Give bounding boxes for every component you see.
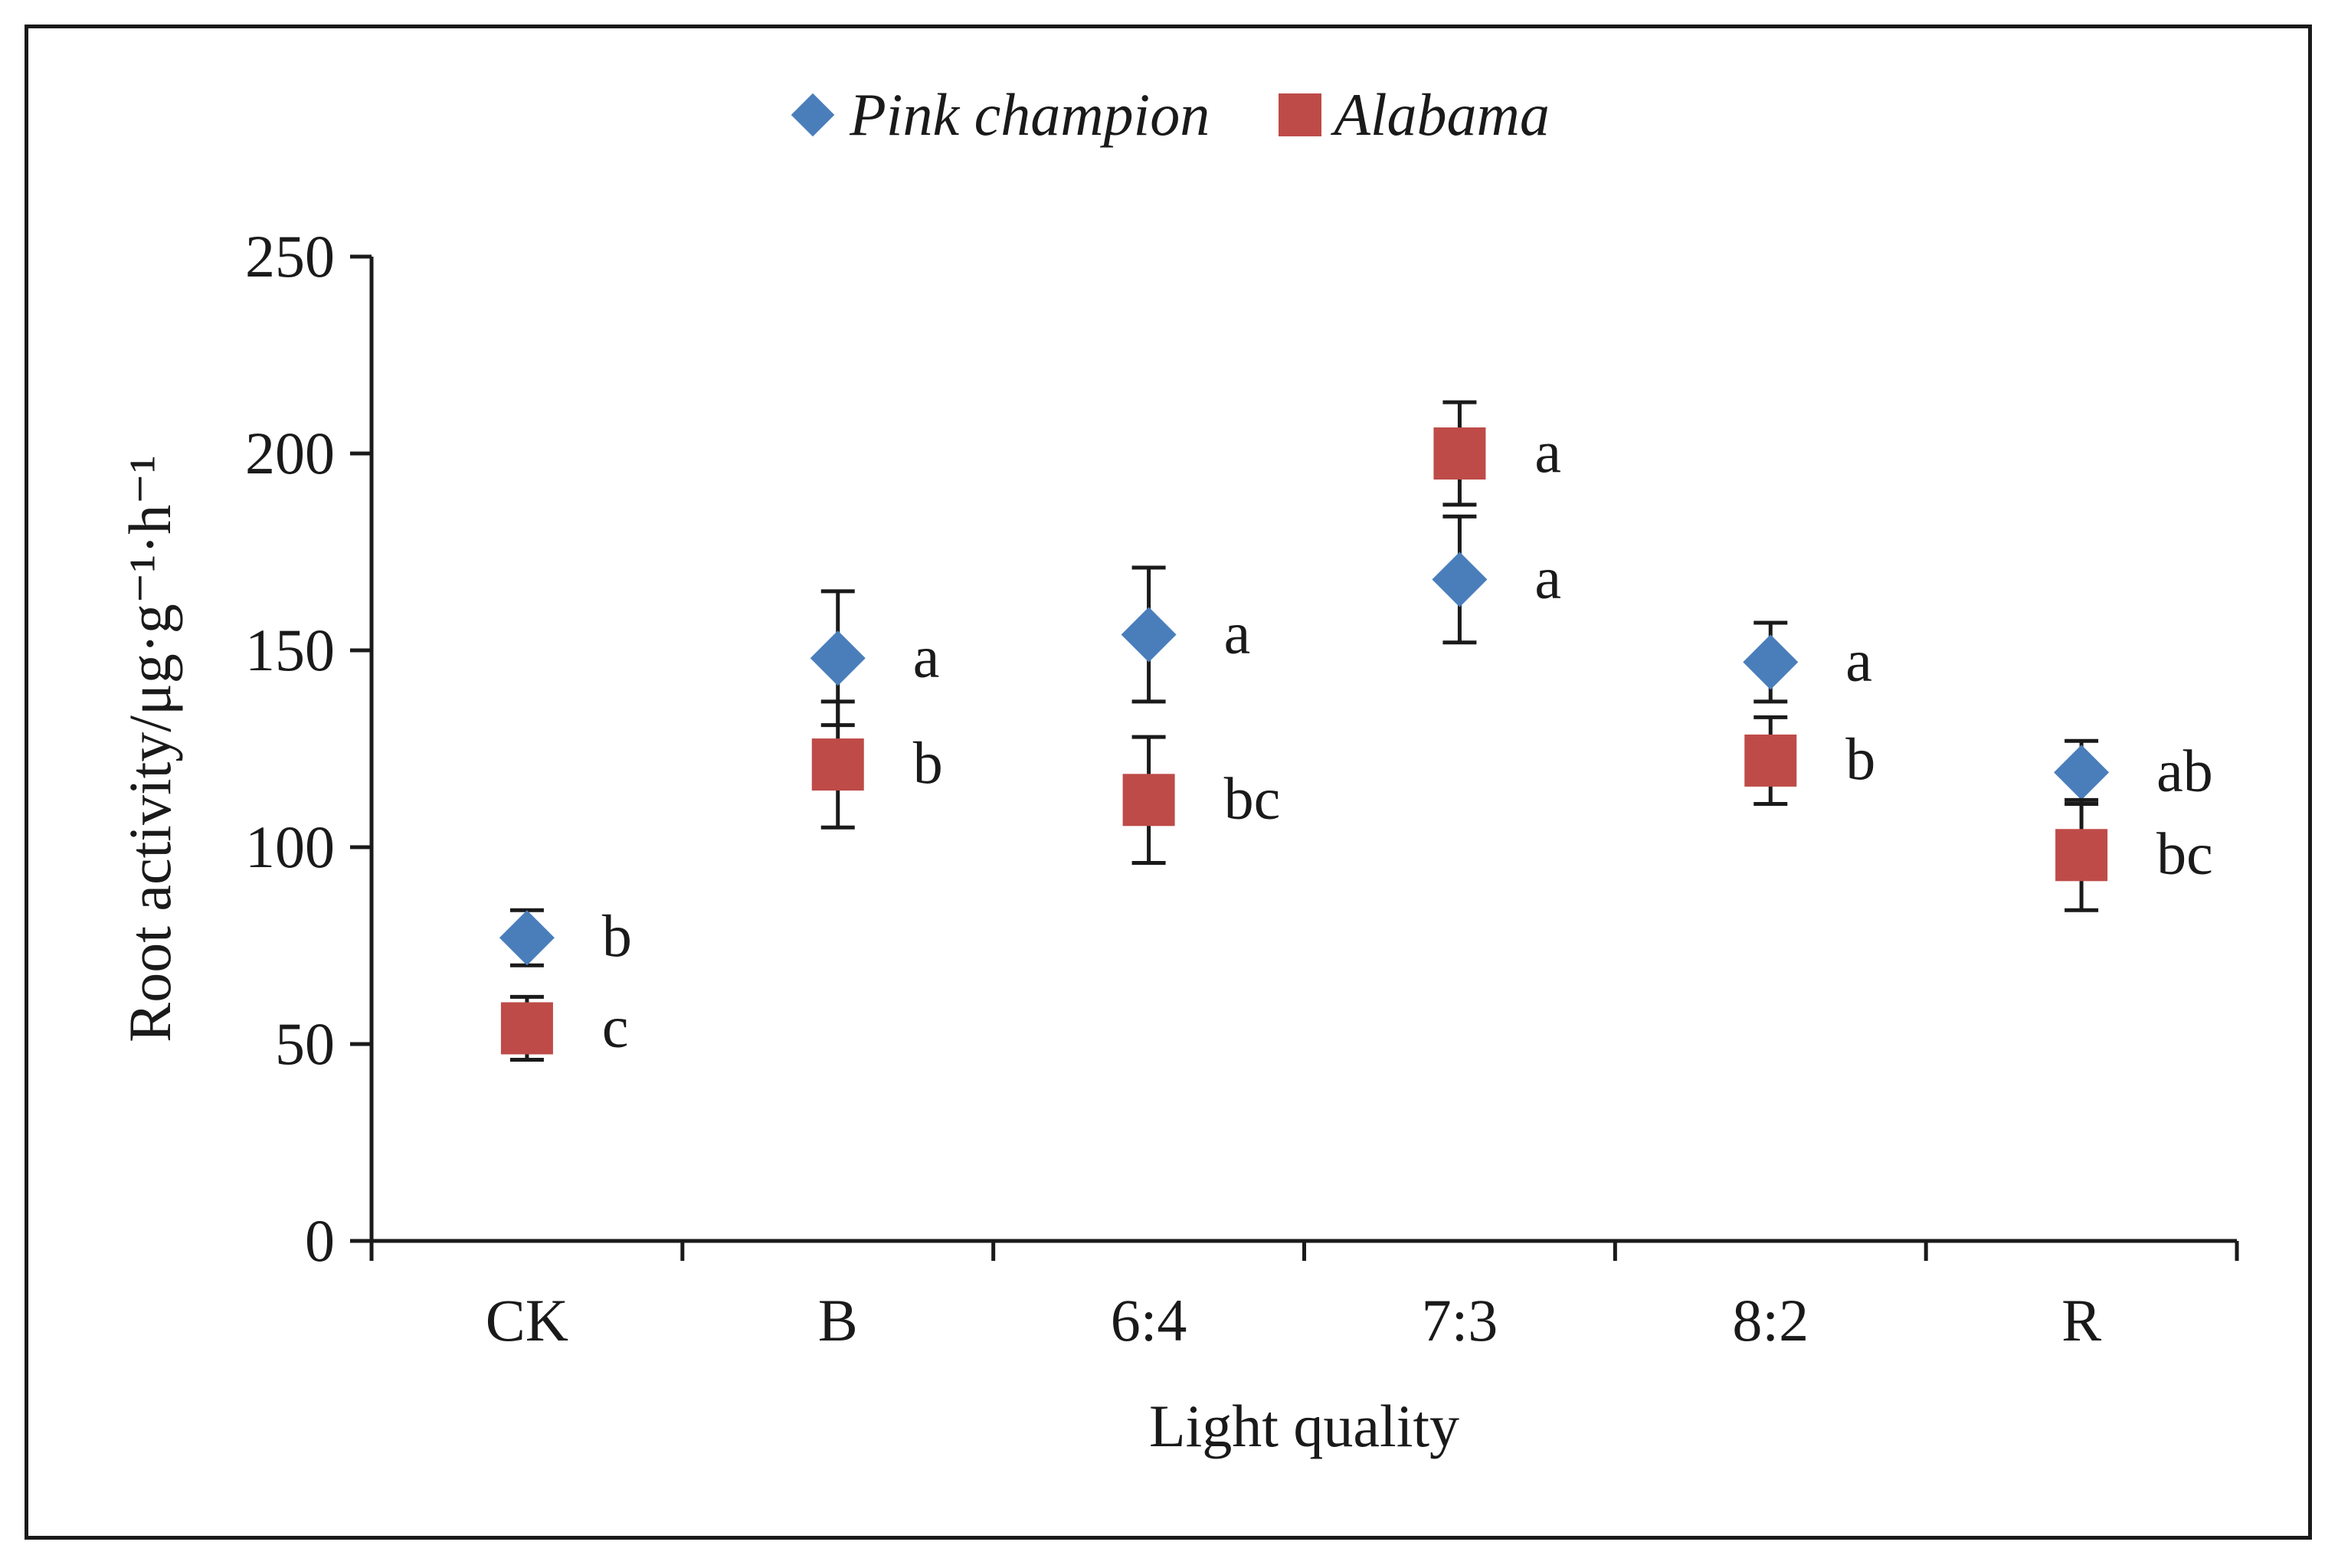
x-tick-label: 7:3 <box>1422 1287 1498 1354</box>
y-tick-label: 250 <box>245 223 335 290</box>
significance-letter: b <box>913 729 943 796</box>
legend-label-alabama: Alabama <box>1334 81 1550 148</box>
data-point-square <box>1433 427 1486 480</box>
x-axis-title: Light quality <box>1149 1393 1459 1459</box>
x-tick-label: 8:2 <box>1732 1287 1809 1354</box>
data-point-diamond <box>1743 634 1799 690</box>
y-tick-label: 100 <box>245 813 335 880</box>
x-tick-label: B <box>818 1287 858 1354</box>
significance-letter: c <box>602 993 629 1059</box>
legend-label-pink-champion: Pink champion <box>850 81 1210 148</box>
significance-letter: ab <box>2156 737 2213 804</box>
data-point-diamond <box>1121 607 1177 663</box>
data-point-diamond <box>499 910 555 966</box>
x-tick-label: R <box>2061 1287 2101 1354</box>
significance-letter: a <box>1534 544 1561 611</box>
square-marker-icon <box>1279 93 1322 136</box>
significance-letter: bc <box>1224 764 1281 831</box>
significance-letter: b <box>1845 725 1875 792</box>
y-tick-label: 150 <box>245 617 335 683</box>
significance-letter: bc <box>2156 820 2213 886</box>
y-tick-label: 200 <box>245 420 335 486</box>
data-point-square <box>1122 774 1175 827</box>
data-point-square <box>2055 829 2108 882</box>
legend-item-alabama: Alabama <box>1279 80 1550 149</box>
data-point-square <box>811 738 864 791</box>
figure-frame <box>25 25 2312 1540</box>
data-point-diamond <box>810 630 866 686</box>
legend: Pink champion Alabama <box>0 80 2338 149</box>
x-tick-label: CK <box>486 1287 568 1354</box>
significance-letter: a <box>913 623 940 689</box>
x-tick-label: 6:4 <box>1111 1287 1187 1354</box>
significance-letter: a <box>1845 627 1872 693</box>
data-point-square <box>1744 734 1797 787</box>
significance-letter: a <box>1224 599 1251 666</box>
data-point-diamond <box>2054 745 2110 800</box>
y-tick-label: 0 <box>305 1207 335 1274</box>
data-point-square <box>500 1002 553 1055</box>
data-point-diamond <box>1432 552 1488 607</box>
y-tick-label: 50 <box>275 1010 335 1077</box>
significance-letter: b <box>602 902 632 969</box>
y-axis-title: Root activity/μg·g⁻¹·h⁻¹ <box>116 455 183 1043</box>
significance-letter: a <box>1534 418 1561 485</box>
legend-item-pink-champion: Pink champion <box>788 80 1210 149</box>
